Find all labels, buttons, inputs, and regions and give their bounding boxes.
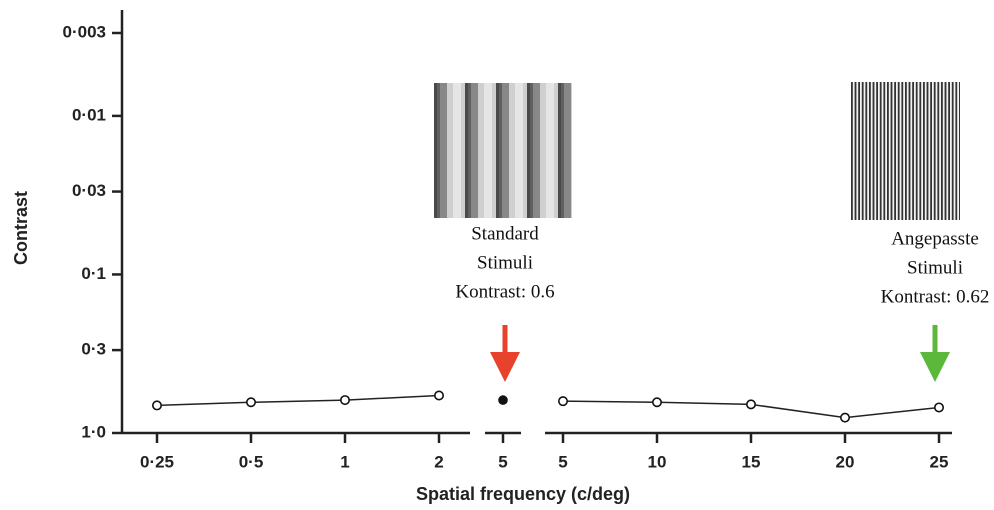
x-tick-label: 2 xyxy=(434,452,443,471)
marker xyxy=(433,390,444,401)
marker xyxy=(933,402,944,413)
marker xyxy=(339,395,350,406)
marker xyxy=(651,397,662,408)
y-tick-label: 0·3 xyxy=(81,340,106,359)
marker xyxy=(839,412,850,423)
annotation-text: Angepasste xyxy=(891,228,979,249)
x-tick-label: 0·25 xyxy=(140,452,174,471)
x-axis-label: Spatial frequency (c/deg) xyxy=(416,484,630,504)
standard-grating xyxy=(434,83,572,218)
annotation-text: Kontrast: 0.62 xyxy=(881,286,990,307)
x-tick-label: 1 xyxy=(340,452,349,471)
x-tick-label: 10 xyxy=(648,452,667,471)
annotation-text: Stimuli xyxy=(907,257,963,278)
y-tick-label: 0·003 xyxy=(63,22,106,41)
y-tick-label: 0·1 xyxy=(81,264,106,283)
marker xyxy=(152,400,163,411)
x-tick-label: 25 xyxy=(930,452,949,471)
x-tick-label: 5 xyxy=(498,452,507,471)
arrow-head xyxy=(490,352,520,382)
y-tick-label: 0·03 xyxy=(72,181,106,200)
marker xyxy=(246,397,257,408)
x-tick-label: 15 xyxy=(742,452,761,471)
x-tick-label: 0·5 xyxy=(239,452,264,471)
marker xyxy=(745,399,756,410)
y-tick-label: 1·0 xyxy=(81,422,106,441)
y-axis-label: Contrast xyxy=(11,191,31,265)
x-tick-label: 20 xyxy=(836,452,855,471)
annotation-text: Kontrast: 0.6 xyxy=(455,281,554,302)
arrow-head xyxy=(920,352,950,382)
marker xyxy=(557,396,568,407)
line xyxy=(156,394,440,407)
marker xyxy=(498,395,508,405)
y-tick-label: 0·01 xyxy=(72,105,106,124)
annotation-text: Stimuli xyxy=(477,252,533,273)
annotation-text: Standard xyxy=(471,223,539,244)
adapted-grating xyxy=(851,82,960,220)
x-tick-label: 5 xyxy=(558,452,567,471)
